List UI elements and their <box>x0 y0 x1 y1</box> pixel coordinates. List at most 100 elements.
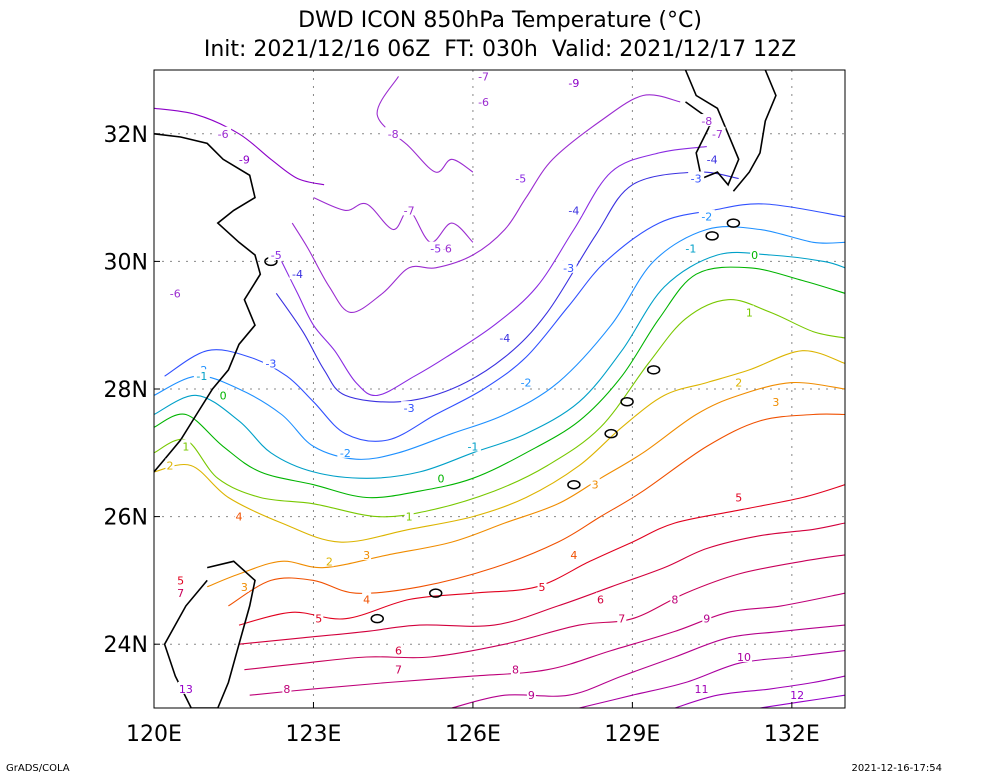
contour-label-bg <box>702 611 712 624</box>
contour-line-m7 <box>313 197 474 243</box>
contour-label: -3 <box>265 357 276 370</box>
contour-lines <box>154 76 845 708</box>
contour-label: 8 <box>512 664 519 677</box>
contour-label: 9 <box>703 613 710 626</box>
coastline-taiwan <box>163 560 256 708</box>
axes: 120E 123E 126E 129E 132E 24N 26N 28N 30N 32N <box>104 123 820 747</box>
contour-label-bg <box>337 445 354 458</box>
contour-label-bg <box>734 375 744 388</box>
contour-label: -7 <box>404 204 415 217</box>
island-amami-oshima <box>646 365 661 375</box>
contour-label-bg <box>385 126 402 139</box>
contour-label: 3 <box>592 479 599 492</box>
contour-label-bg <box>239 579 249 592</box>
contour-label: -6 <box>170 287 181 300</box>
contour-label: -5 <box>515 172 526 185</box>
coastline-japan-shikoku <box>732 70 777 192</box>
contour-label: -6 <box>441 243 452 256</box>
contour-line-7 <box>244 554 845 671</box>
contour-label: 8 <box>671 594 678 607</box>
contour-label-bg <box>512 171 529 184</box>
contour-label-bg <box>734 490 744 503</box>
contour-line-m1 <box>154 251 845 479</box>
contour-label-bg <box>236 152 253 165</box>
contour-line-m3 <box>164 203 845 442</box>
contour-label-bg <box>404 509 414 522</box>
y-tick-label: 26N <box>104 506 148 531</box>
contour-label: 0 <box>751 249 758 262</box>
x-tick-label: 132E <box>764 722 820 747</box>
y-tick-label: 32N <box>104 123 148 148</box>
contour-label: 2 <box>326 555 333 568</box>
contour-label-bg <box>682 241 699 254</box>
contour-label: -4 <box>292 268 303 281</box>
contour-label-bg <box>362 547 372 560</box>
contour-line-11 <box>674 675 845 708</box>
contour-label: -3 <box>563 262 574 275</box>
contour-label: 4 <box>236 511 243 524</box>
contour-label-bg <box>537 579 547 592</box>
x-tick-label: 123E <box>286 722 342 747</box>
y-tick-label: 30N <box>104 250 148 275</box>
contour-line-8 <box>249 592 845 696</box>
contour-label: 0 <box>438 472 445 485</box>
contour-label-bg <box>688 171 705 184</box>
contour-label-bg <box>324 554 334 567</box>
x-tick-label: 129E <box>604 722 660 747</box>
contour-label: 7 <box>618 613 625 626</box>
timestamp: 2021-12-16-17:54 <box>851 763 942 774</box>
contour-line-m6 <box>291 94 681 313</box>
contour-label: 1 <box>182 440 189 453</box>
contour-label-bg <box>693 681 710 694</box>
contour-line-3 <box>206 381 845 588</box>
contour-label: 6 <box>597 594 604 607</box>
contour-label: 4 <box>570 549 577 562</box>
contour-line-2 <box>154 350 845 543</box>
contour-label: -4 <box>568 204 579 217</box>
contour-label: 1 <box>746 306 753 319</box>
contour-label: 7 <box>395 664 402 677</box>
contour-label: -1 <box>196 370 207 383</box>
contour-line-m4 <box>275 171 739 403</box>
contour-line-12 <box>759 694 845 708</box>
contour-label-bg <box>262 356 279 369</box>
contour-label: -8 <box>388 128 399 141</box>
coastline-japan-kyushu <box>684 70 740 187</box>
contour-label: -2 <box>701 211 712 224</box>
contour-line-0 <box>154 266 845 499</box>
coastlines <box>154 70 777 708</box>
contour-line-m8 <box>376 76 474 173</box>
contour-label-bg <box>401 401 418 414</box>
contour-label: 0 <box>220 389 227 402</box>
contour-label: -3 <box>691 172 702 185</box>
contour-label: -9 <box>239 153 250 166</box>
contour-label: -2 <box>521 377 532 390</box>
y-tick-label: 28N <box>104 378 148 403</box>
contour-label-bg <box>234 509 244 522</box>
contour-label-bg <box>475 94 492 107</box>
contour-label-bg <box>670 592 680 605</box>
contour-label-bg <box>218 388 228 401</box>
contour-label: -1 <box>685 243 696 256</box>
contour-label-bg <box>394 662 404 675</box>
contour-label-bg <box>282 681 292 694</box>
contour-label-bg <box>750 248 760 261</box>
coastline-china-coast <box>154 133 262 473</box>
contour-label: 5 <box>177 574 184 587</box>
contour-label: 10 <box>737 651 751 664</box>
contour-label: -1 <box>467 440 478 453</box>
contour-line-10 <box>579 650 845 708</box>
contour-label-bg <box>789 688 806 701</box>
island-ishigaki <box>370 613 384 624</box>
contour-label: 7 <box>177 587 184 600</box>
contour-label-bg <box>595 592 605 605</box>
contour-label-bg <box>314 611 324 624</box>
contour-label: 1 <box>406 511 413 524</box>
contour-label-bg <box>394 643 404 656</box>
contour-label: 4 <box>363 594 370 607</box>
island-okinawa <box>567 479 581 490</box>
contour-label-bg <box>771 394 781 407</box>
contour-label: -4 <box>499 332 510 345</box>
contour-label-bg <box>560 260 577 273</box>
